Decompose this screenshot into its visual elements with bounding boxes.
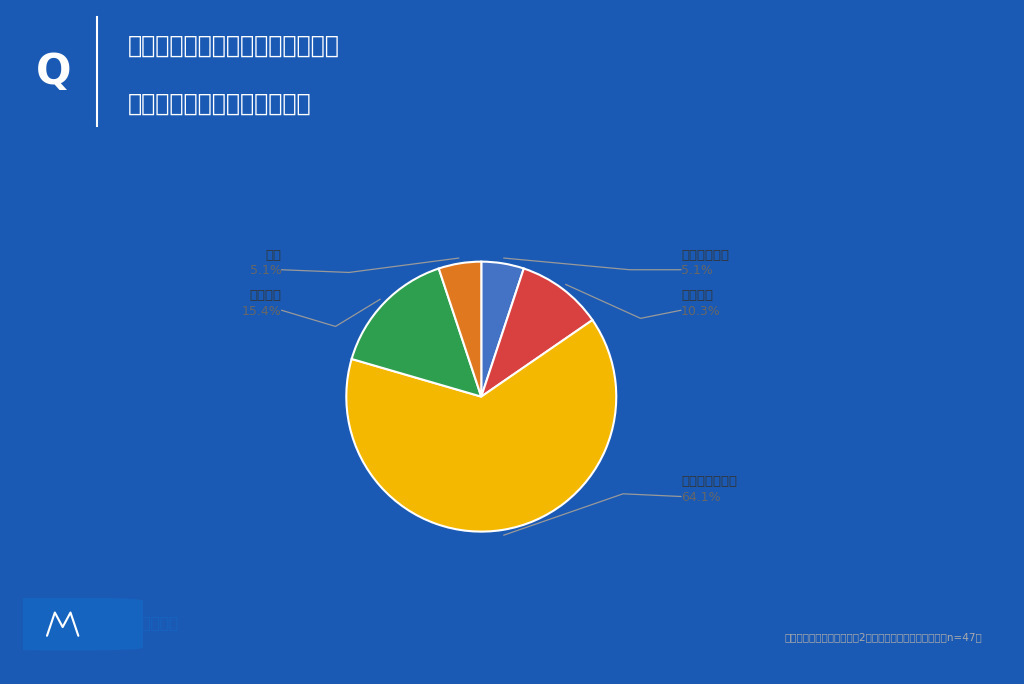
Text: 64.1%: 64.1% xyxy=(681,491,721,504)
Text: 5.1%: 5.1% xyxy=(681,264,713,277)
Text: やや満足: やや満足 xyxy=(681,289,713,302)
Text: 満足している: 満足している xyxy=(681,249,729,262)
Wedge shape xyxy=(351,269,481,397)
Text: どのように感じていますか？: どのように感じていますか？ xyxy=(128,92,311,116)
Text: 5.1%: 5.1% xyxy=(250,264,282,277)
Text: 15.4%: 15.4% xyxy=(242,305,282,318)
Text: やや不満: やや不満 xyxy=(250,289,282,302)
Wedge shape xyxy=(481,262,524,397)
Text: 10.3%: 10.3% xyxy=(681,305,721,318)
Wedge shape xyxy=(481,269,593,397)
FancyBboxPatch shape xyxy=(0,598,143,650)
Text: 塾を辞めた経験のある中学2年生の子どもがいる保護者（n=47）: 塾を辞めた経験のある中学2年生の子どもがいる保護者（n=47） xyxy=(784,632,982,642)
Text: 不満: 不満 xyxy=(265,249,282,262)
Wedge shape xyxy=(346,320,616,531)
Text: 塾を辞めた後の学習成果について: 塾を辞めた後の学習成果について xyxy=(128,34,340,58)
Text: じゅけラボ予備校: じゅけラボ予備校 xyxy=(105,617,179,631)
Wedge shape xyxy=(438,262,481,397)
Text: Q: Q xyxy=(36,51,71,93)
Text: どちらでもない: どちらでもない xyxy=(681,475,737,488)
